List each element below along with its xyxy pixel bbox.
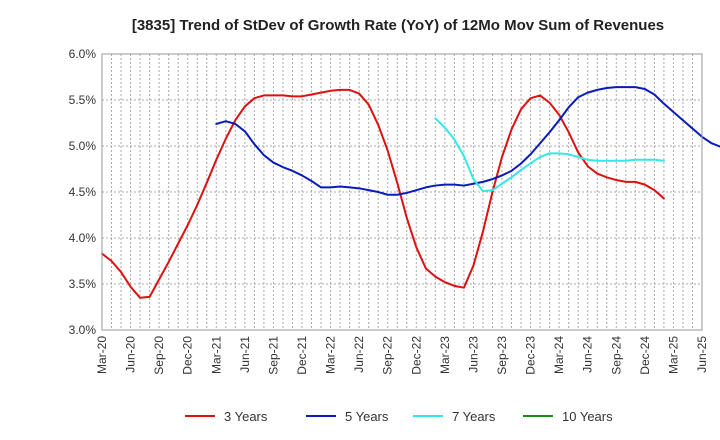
x-tick-label: Mar-25 [666,336,680,374]
chart-title: [3835] Trend of StDev of Growth Rate (Yo… [132,17,664,34]
x-tick-label: Sep-23 [495,336,509,375]
x-tick-label: Mar-21 [209,336,223,374]
x-tick-label: Sep-20 [152,336,166,375]
plot-frame [101,53,703,331]
y-tick-label: 6.0% [69,47,97,61]
legend-label: 7 Years [452,409,496,424]
y-tick-label: 4.5% [69,185,97,199]
x-tick-label: Jun-23 [466,336,480,373]
y-tick-label: 4.0% [69,231,97,245]
grid [101,53,703,331]
x-tick-label: Dec-21 [295,336,309,375]
x-tick-label: Jun-24 [581,336,595,373]
x-tick-label: Sep-22 [381,336,395,375]
legend-label: 10 Years [562,409,613,424]
x-tick-label: Mar-20 [95,336,109,374]
y-axis-ticks: 3.0% 3.5% 4.0% 4.5% 5.0% 5.5% 6.0% [69,47,97,337]
series-line-7-years [434,117,665,193]
y-tick-label: 3.5% [69,277,97,291]
x-tick-label: Jun-22 [352,336,366,373]
legend: 3 Years 5 Years 7 Years 10 Years [185,409,613,424]
x-tick-label: Jun-20 [124,336,138,373]
x-tick-label: Dec-22 [409,336,423,375]
x-tick-label: Mar-23 [438,336,452,374]
x-tick-label: Dec-23 [524,336,538,375]
y-tick-label: 3.0% [69,323,97,337]
y-tick-label: 5.0% [69,139,97,153]
legend-label: 3 Years [224,409,268,424]
x-tick-label: Jun-21 [238,336,252,373]
series-line-3-years [101,88,665,299]
x-tick-label: Dec-20 [181,336,195,375]
x-tick-label: Mar-22 [324,336,338,374]
legend-label: 5 Years [345,409,389,424]
x-tick-label: Jun-25 [695,336,709,373]
series-group [101,86,720,299]
series-line-5-years [215,86,720,196]
x-axis-ticks: Mar-20 Jun-20 Sep-20 Dec-20 Mar-21 Jun-21 Sep-… [95,336,709,375]
x-tick-label: Mar-24 [552,336,566,374]
x-tick-label: Dec-24 [638,336,652,375]
y-tick-label: 5.5% [69,93,97,107]
x-tick-label: Sep-24 [609,336,623,375]
x-tick-label: Sep-21 [266,336,280,375]
